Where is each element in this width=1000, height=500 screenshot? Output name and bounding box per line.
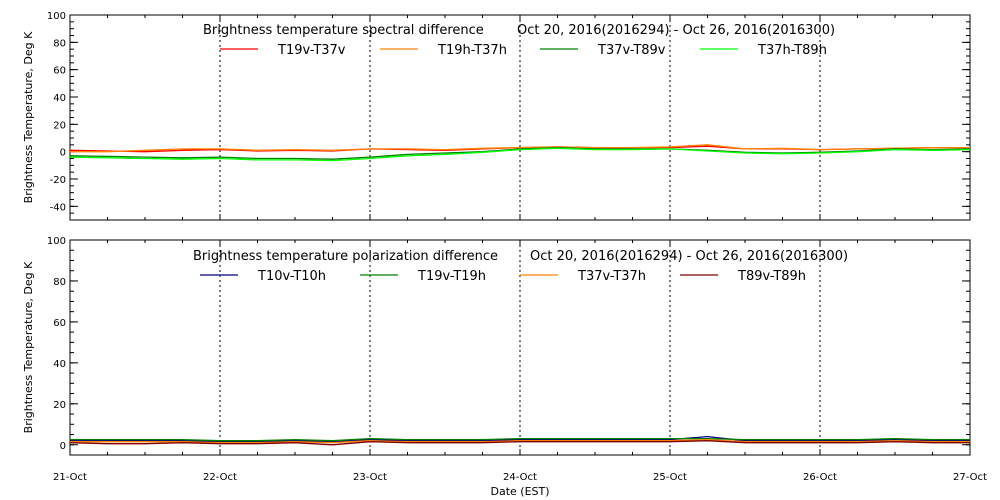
y-tick-label: 100 — [47, 236, 66, 247]
legend-label: T19h-T37h — [437, 43, 507, 58]
y-tick-label: 0 — [60, 148, 66, 159]
y-tick-label: 40 — [53, 359, 66, 370]
y-tick-label: 0 — [60, 441, 66, 452]
series-line-t37h-t89h — [69, 147, 971, 162]
legend-label: T19v-T19h — [417, 269, 486, 284]
x-tick-label: 27-Oct — [953, 472, 987, 483]
y-tick-label: -40 — [50, 202, 66, 213]
y-tick-label: 20 — [53, 120, 66, 131]
y-tick-label: 40 — [53, 93, 66, 104]
date-range-label: Oct 20, 2016(2016294) - Oct 26, 2016(201… — [530, 249, 848, 264]
x-axis-label: Date (EST) — [490, 485, 549, 498]
legend-label: T37v-T89v — [597, 43, 666, 58]
plot-frame — [69, 239, 971, 456]
x-tick-label: 22-Oct — [203, 472, 237, 483]
chart-title: Brightness temperature polarization diff… — [193, 249, 498, 264]
y-axis-label: Brightness Temperature, Deg K — [22, 261, 35, 433]
legend-label: T37v-T37h — [577, 269, 646, 284]
x-tick-label: 25-Oct — [653, 472, 687, 483]
series-line-t89v-t89h — [69, 440, 970, 446]
series-line-t10v-t10h — [70, 435, 970, 443]
series-line-t37v-t89v — [69, 146, 971, 160]
legend-label: T89v-T89h — [737, 269, 806, 284]
date-range-label: Oct 20, 2016(2016294) - Oct 26, 2016(201… — [517, 23, 835, 38]
x-tick-label: 23-Oct — [353, 472, 387, 483]
series-line-t19h-t37h — [70, 144, 970, 153]
legend-label: T10v-T10h — [257, 269, 326, 284]
series-line-t37v-t37h — [70, 438, 970, 444]
y-tick-label: 80 — [53, 277, 66, 288]
x-tick-label: 26-Oct — [803, 472, 837, 483]
y-tick-label: -20 — [50, 175, 66, 186]
y-tick-label: 100 — [47, 11, 66, 22]
legend-label: T19v-T37v — [277, 43, 346, 58]
chart-title: Brightness temperature spectral differen… — [203, 23, 484, 38]
x-tick-label: 24-Oct — [503, 472, 537, 483]
y-tick-label: 80 — [53, 38, 66, 49]
y-axis-label: Brightness Temperature, Deg K — [22, 31, 35, 203]
spectral-difference-panel: -40 -20 0 20 40 60 80 100 Brightness Temperature… — [22, 11, 971, 221]
legend-label: T37h-T89h — [757, 43, 827, 58]
polarization-difference-panel: 21-Oct 22-Oct 23-Oct 24-Oct 25-Oct 26-Oct 27-O… — [22, 236, 987, 483]
x-tick-label: 21-Oct — [53, 472, 87, 483]
y-tick-label: 20 — [53, 400, 66, 411]
y-tick-label: 60 — [53, 318, 66, 329]
y-tick-label: 60 — [53, 66, 66, 77]
series-line-t19v-t19h — [70, 437, 970, 442]
